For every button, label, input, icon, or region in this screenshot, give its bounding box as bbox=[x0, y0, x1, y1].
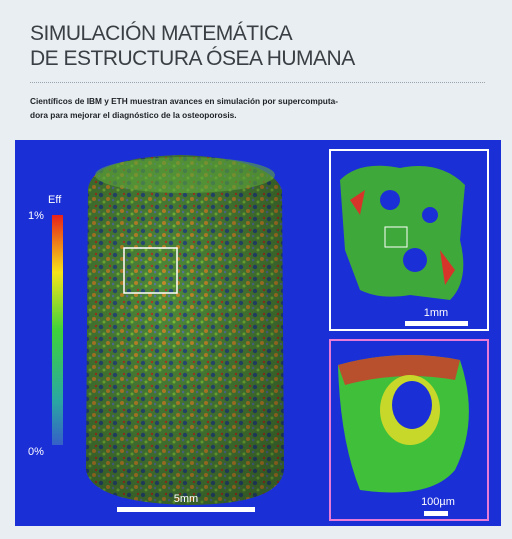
inset-top-bone bbox=[340, 165, 465, 300]
inset-bottom-scale-label: 100µm bbox=[421, 496, 455, 508]
bone-shading bbox=[86, 155, 284, 505]
color-scale bbox=[52, 215, 63, 445]
stress-area bbox=[350, 190, 455, 285]
stress-area bbox=[338, 355, 460, 385]
scale-bar bbox=[117, 507, 255, 512]
scale-bar bbox=[405, 321, 468, 326]
scale-min: 0% bbox=[28, 446, 44, 458]
pore bbox=[422, 207, 438, 223]
title-line: DE ESTRUCTURA ÓSEA HUMANA bbox=[30, 47, 355, 70]
subtitle-line: dora para mejorar el diagnóstico de la o… bbox=[30, 110, 237, 120]
title-line: SIMULACIÓN MATEMÁTICA bbox=[30, 22, 293, 45]
inset-top-scale-label: 1mm bbox=[424, 307, 448, 319]
pore bbox=[403, 248, 427, 272]
pore bbox=[392, 381, 432, 429]
main-scale-label: 5mm bbox=[174, 493, 198, 505]
subtitle-line: Científicos de IBM y ETH muestran avance… bbox=[30, 96, 338, 106]
scale-bar bbox=[424, 511, 448, 516]
zoom-box bbox=[123, 247, 178, 294]
zoom-box bbox=[384, 226, 408, 248]
scale-title: Eff bbox=[48, 194, 62, 206]
separator bbox=[30, 82, 485, 83]
scale-max: 1% bbox=[28, 210, 44, 222]
pore bbox=[380, 190, 400, 210]
bone-top bbox=[95, 157, 275, 193]
